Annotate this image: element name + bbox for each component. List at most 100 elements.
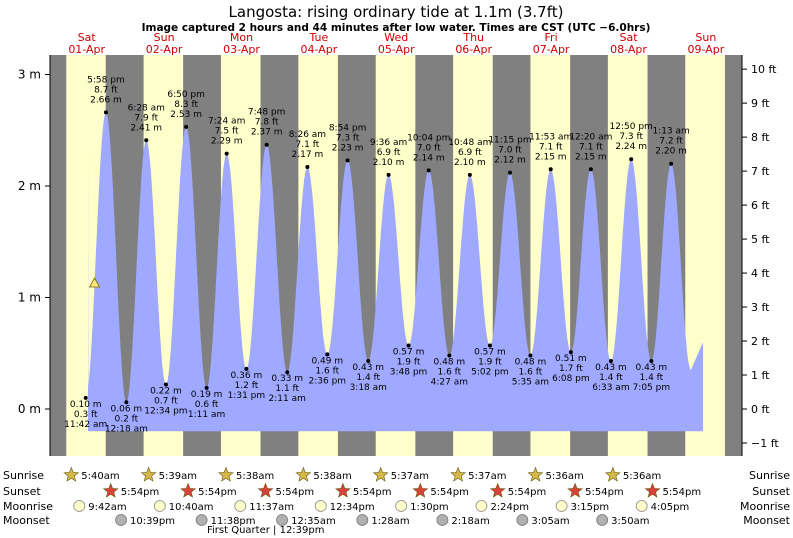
low-tide-point [124,400,129,405]
chart-title: Langosta: rising ordinary tide at 1.1m (… [229,3,564,21]
sunset-star [412,482,429,498]
high-meters: 2.17 m [292,150,324,160]
left-tick-label: 0 m [18,402,41,416]
high-tide-point [345,158,350,163]
low-feet: 1.4 ft [639,373,663,383]
day-date: 03-Apr [223,43,260,56]
day-date: 05-Apr [378,43,415,56]
day-of-week: Mon [230,31,253,44]
low-time: 5:02 pm [471,367,509,377]
moonset-icon [516,514,529,526]
low-meters: 0.43 m [352,363,384,373]
sunrise-time: 5:38am [236,471,274,482]
high-tide-point [184,124,189,129]
row-label-left: Sunset [3,485,41,498]
left-tick-label: 2 m [18,179,41,193]
low-tide-label: 0.48 m1.6 ft5:35 am [512,357,549,387]
right-tick-label: −1 ft [751,437,779,450]
day-date: 08-Apr [610,43,647,56]
low-time: 7:05 pm [633,383,671,393]
moonset-icon [356,514,369,526]
high-feet: 7.3 ft [619,132,643,142]
moonrise-icon [555,500,568,512]
high-feet: 7.0 ft [498,146,522,156]
moonrise-time: 1:30pm [410,502,449,513]
low-meters: 0.06 m [111,404,143,414]
sunset-time: 5:54pm [121,487,160,498]
sunrise-time: 5:36am [545,471,583,482]
low-time: 2:11 am [269,394,306,404]
sunset-star [489,482,506,498]
right-tick-label: 0 ft [751,403,770,416]
high-time: 10:04 pm [407,133,450,143]
row-label-right: Moonrise [740,500,790,513]
moonrise-time: 11:37am [249,502,294,513]
high-meters: 2.10 m [373,158,405,168]
sunrise-star [140,466,157,482]
right-tick-label: 5 ft [751,233,770,246]
moonrise-icon [73,500,86,512]
sunset-star [102,482,119,498]
high-tide-label: 10:04 pm7.0 ft2.14 m [407,133,450,163]
sunrise-time: 5:40am [81,471,119,482]
high-tide-point [103,110,108,115]
high-tide-label: 11:15 pm7.0 ft2.12 m [488,136,531,166]
high-tide-label: 6:50 pm8.3 ft2.53 m [167,90,205,120]
high-time: 12:20 am [569,132,612,142]
low-meters: 0.48 m [434,357,466,367]
low-feet: 1.6 ft [315,366,339,376]
moonrise-icon [475,500,488,512]
high-time: 11:15 pm [488,136,531,146]
high-meters: 2.41 m [130,123,162,133]
moonset-icon [596,514,609,526]
sunset-star [567,482,584,498]
high-meters: 2.12 m [494,156,526,166]
high-time: 10:48 am [448,138,491,148]
high-tide-point [588,167,593,172]
low-meters: 0.33 m [271,374,303,384]
moonrise-time: 12:34pm [330,502,375,513]
current-tide-marker [88,277,101,288]
sunrise-star [295,466,312,482]
high-feet: 6.9 ft [458,148,482,158]
high-tide-point [224,151,229,156]
low-feet: 1.9 ft [478,357,502,367]
low-tide-label: 0.43 m1.4 ft3:18 am [350,363,387,393]
low-feet: 0.2 ft [115,414,139,424]
moonset-time: 11:38pm [211,516,256,527]
low-feet: 1.9 ft [397,357,421,367]
low-time: 3:18 am [350,383,387,393]
low-tide-point [366,359,371,364]
row-label-left: Sunrise [3,469,44,482]
sunrise-time: 5:39am [159,471,197,482]
sunset-time: 5:54pm [663,487,702,498]
low-tide-point [568,350,573,355]
sunset-star [180,482,197,498]
high-tide-label: 10:48 am6.9 ft2.10 m [448,138,491,168]
high-feet: 7.3 ft [336,133,360,143]
high-feet: 6.9 ft [377,148,401,158]
sunset-time: 5:54pm [585,487,624,498]
low-feet: 1.4 ft [599,373,623,383]
moonset-icon [195,514,208,526]
moonset-icon [115,514,127,526]
sunrise-star [218,466,234,482]
low-feet: 0.7 ft [154,396,178,406]
sunset-star [335,482,351,498]
sunset-time: 5:54pm [276,487,315,498]
sunrise-star [527,466,544,482]
high-tide-label: 6:28 am7.9 ft2.41 m [128,103,165,133]
moonset-time: 2:18am [451,516,489,527]
low-time: 6:08 pm [552,374,590,384]
low-tide-point [608,359,613,364]
high-time: 5:58 pm [87,75,125,85]
high-time: 6:50 pm [167,90,205,100]
low-feet: 1.6 ft [519,367,543,377]
low-meters: 0.43 m [595,363,627,373]
high-tide-point [305,165,310,170]
high-tide-label: 12:50 pm7.3 ft2.24 m [610,122,653,152]
low-tide-point [447,353,452,358]
low-time: 12:34 pm [144,406,187,416]
